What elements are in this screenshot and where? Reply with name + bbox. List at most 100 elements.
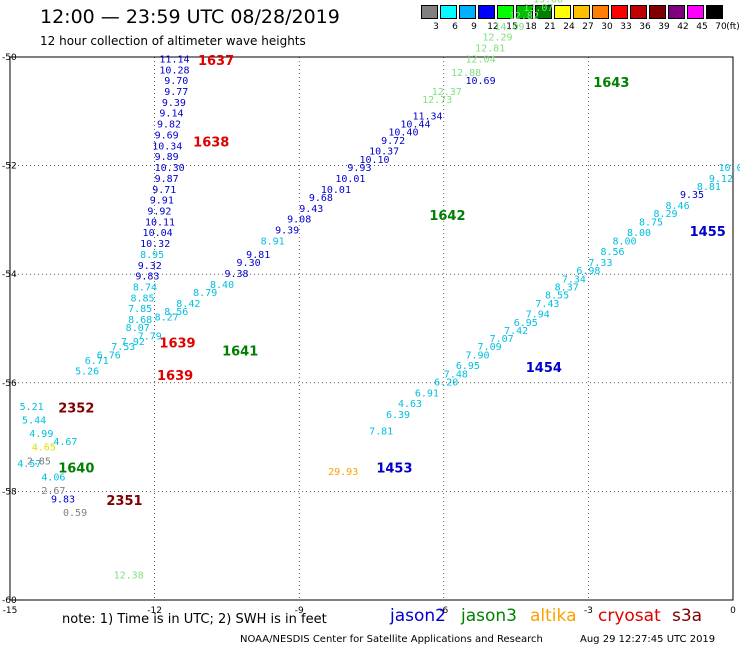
wave-height-value: 7.92	[121, 337, 145, 348]
wave-height-value: 4.99	[29, 429, 53, 440]
wave-height-value: 6.95	[514, 318, 538, 329]
wave-height-value: 9.87	[155, 174, 179, 185]
wave-height-value: 8.07	[126, 323, 150, 334]
wave-height-value: 8.95	[140, 250, 164, 261]
wave-height-value: 10.01	[321, 185, 351, 196]
wave-height-value: 10.37	[369, 147, 399, 158]
wave-height-value: 10.0	[719, 163, 740, 174]
pass-label: 1640	[58, 461, 94, 476]
wave-height-value: 8.40	[210, 280, 234, 291]
scale-label: 30	[601, 22, 613, 32]
satellite-s3a: s3a	[672, 606, 703, 626]
wave-height-value: 9.39	[275, 225, 299, 236]
wave-height-value: 5.26	[75, 367, 99, 378]
wave-height-value: 11.34	[412, 111, 442, 122]
wave-height-value: 8.91	[261, 236, 285, 247]
scale-swatch	[592, 5, 609, 19]
wave-height-value: 12.88	[451, 68, 481, 79]
observations: 11.1410.289.709.779.399.149.829.6910.349…	[17, 0, 740, 581]
satellite-altika: altika	[530, 606, 577, 626]
pass-label: 1639	[157, 369, 193, 384]
wave-height-value: 6.95	[456, 361, 480, 372]
wave-height-value: 8.79	[193, 288, 217, 299]
wave-height-value: 12.04	[465, 54, 495, 65]
satellite-jason2: jason2	[390, 606, 446, 626]
wave-height-value: 9.32	[138, 261, 162, 272]
wave-height-value: 8.00	[627, 228, 651, 239]
wave-height-value: 6.98	[576, 266, 600, 277]
wave-height-value: 6.39	[386, 410, 410, 421]
wave-height-value: 9.91	[150, 196, 174, 207]
scale-swatch	[630, 5, 647, 19]
map-frame	[9, 56, 734, 601]
wave-height-value: 9.89	[155, 152, 179, 163]
wave-height-value: 7.09	[478, 342, 502, 353]
wave-height-value: 9.14	[159, 109, 183, 120]
wave-height-value: 6.20	[434, 378, 458, 389]
wave-height-value: 13.07	[523, 3, 553, 14]
wave-height-value: 9.92	[147, 206, 171, 217]
wave-height-value: 7.07	[490, 334, 514, 345]
wave-height-value: 7.94	[526, 310, 550, 321]
wave-height-value: 6.71	[85, 356, 109, 367]
scale-swatch	[421, 5, 438, 19]
wave-height-value: 8.00	[613, 236, 637, 247]
wave-height-value: 10.34	[152, 141, 182, 152]
scale-swatch	[440, 5, 457, 19]
wave-height-value: 10.69	[465, 76, 495, 87]
wave-height-value: 8.56	[164, 307, 188, 318]
scale-label: 12	[487, 22, 499, 32]
wave-height-value: 8.46	[666, 201, 690, 212]
wave-height-value: 9.81	[246, 250, 270, 261]
wave-height-value: 10.44	[400, 120, 430, 131]
pass-label: 1637	[198, 54, 234, 69]
wave-height-value: 5.21	[20, 402, 44, 413]
pass-label: 1453	[376, 461, 412, 476]
wave-height-value: 9.43	[299, 204, 323, 215]
wave-height-value: 9.82	[157, 120, 181, 131]
wave-height-value: 6.76	[97, 350, 121, 361]
satellite-cryosat: cryosat	[598, 606, 661, 626]
scale-swatch	[573, 5, 590, 19]
wave-height-value: 8.55	[545, 291, 569, 302]
wave-height-value: 12.81	[475, 44, 505, 55]
scale-swatch	[459, 5, 476, 19]
pass-label: 1638	[193, 136, 229, 151]
wave-height-value: 8.29	[653, 209, 677, 220]
y-tick-label: -54	[2, 270, 17, 280]
pass-label: 1639	[159, 337, 195, 352]
scale-label: 27	[582, 22, 594, 32]
pass-label: 2351	[106, 494, 142, 509]
satellite-jason3: jason3	[461, 606, 517, 626]
wave-height-value: 8.75	[639, 217, 663, 228]
wave-height-value: 4.57	[17, 459, 41, 470]
x-tick-label: -3	[584, 606, 593, 616]
wave-height-value: 9.38	[224, 269, 248, 280]
scale-swatch	[497, 5, 514, 19]
scale-swatch	[706, 5, 723, 19]
footer-credit: NOAA/NESDIS Center for Satellite Applica…	[240, 634, 543, 645]
wave-height-value: 10.04	[143, 228, 173, 239]
wave-height-value: 12.82	[509, 11, 539, 22]
wave-height-value: 14.09	[494, 22, 524, 33]
pass-label: 1643	[593, 76, 629, 91]
wave-height-value: 7.42	[504, 326, 528, 337]
wave-height-value: 9.77	[164, 87, 188, 98]
wave-height-value: 7.81	[369, 426, 393, 437]
axis-ticks: -15 -12 -9 -6 -3 0 -50 -52 -54 -56 -58 -60	[2, 53, 736, 616]
y-tick-label: -60	[2, 596, 17, 606]
wave-height-value: 8.37	[555, 282, 579, 293]
scale-label: 36	[639, 22, 651, 32]
wave-height-value: 2.85	[27, 456, 51, 467]
wave-height-value: 7.53	[111, 342, 135, 353]
scale-swatch	[687, 5, 704, 19]
wave-height-value: 5.44	[22, 416, 46, 427]
scale-swatch	[611, 5, 628, 19]
wave-height-value: 10.30	[155, 163, 185, 174]
wave-height-value: 12.73	[422, 95, 452, 106]
pass-label: 1455	[690, 225, 726, 240]
scale-swatch	[668, 5, 685, 19]
wave-height-value: 7.43	[535, 299, 559, 310]
wave-height-value: 4.65	[32, 443, 56, 454]
pass-labels: 1637 1638 1639 1639 1641 1642 1643 1455 1454 1453…	[58, 54, 726, 509]
